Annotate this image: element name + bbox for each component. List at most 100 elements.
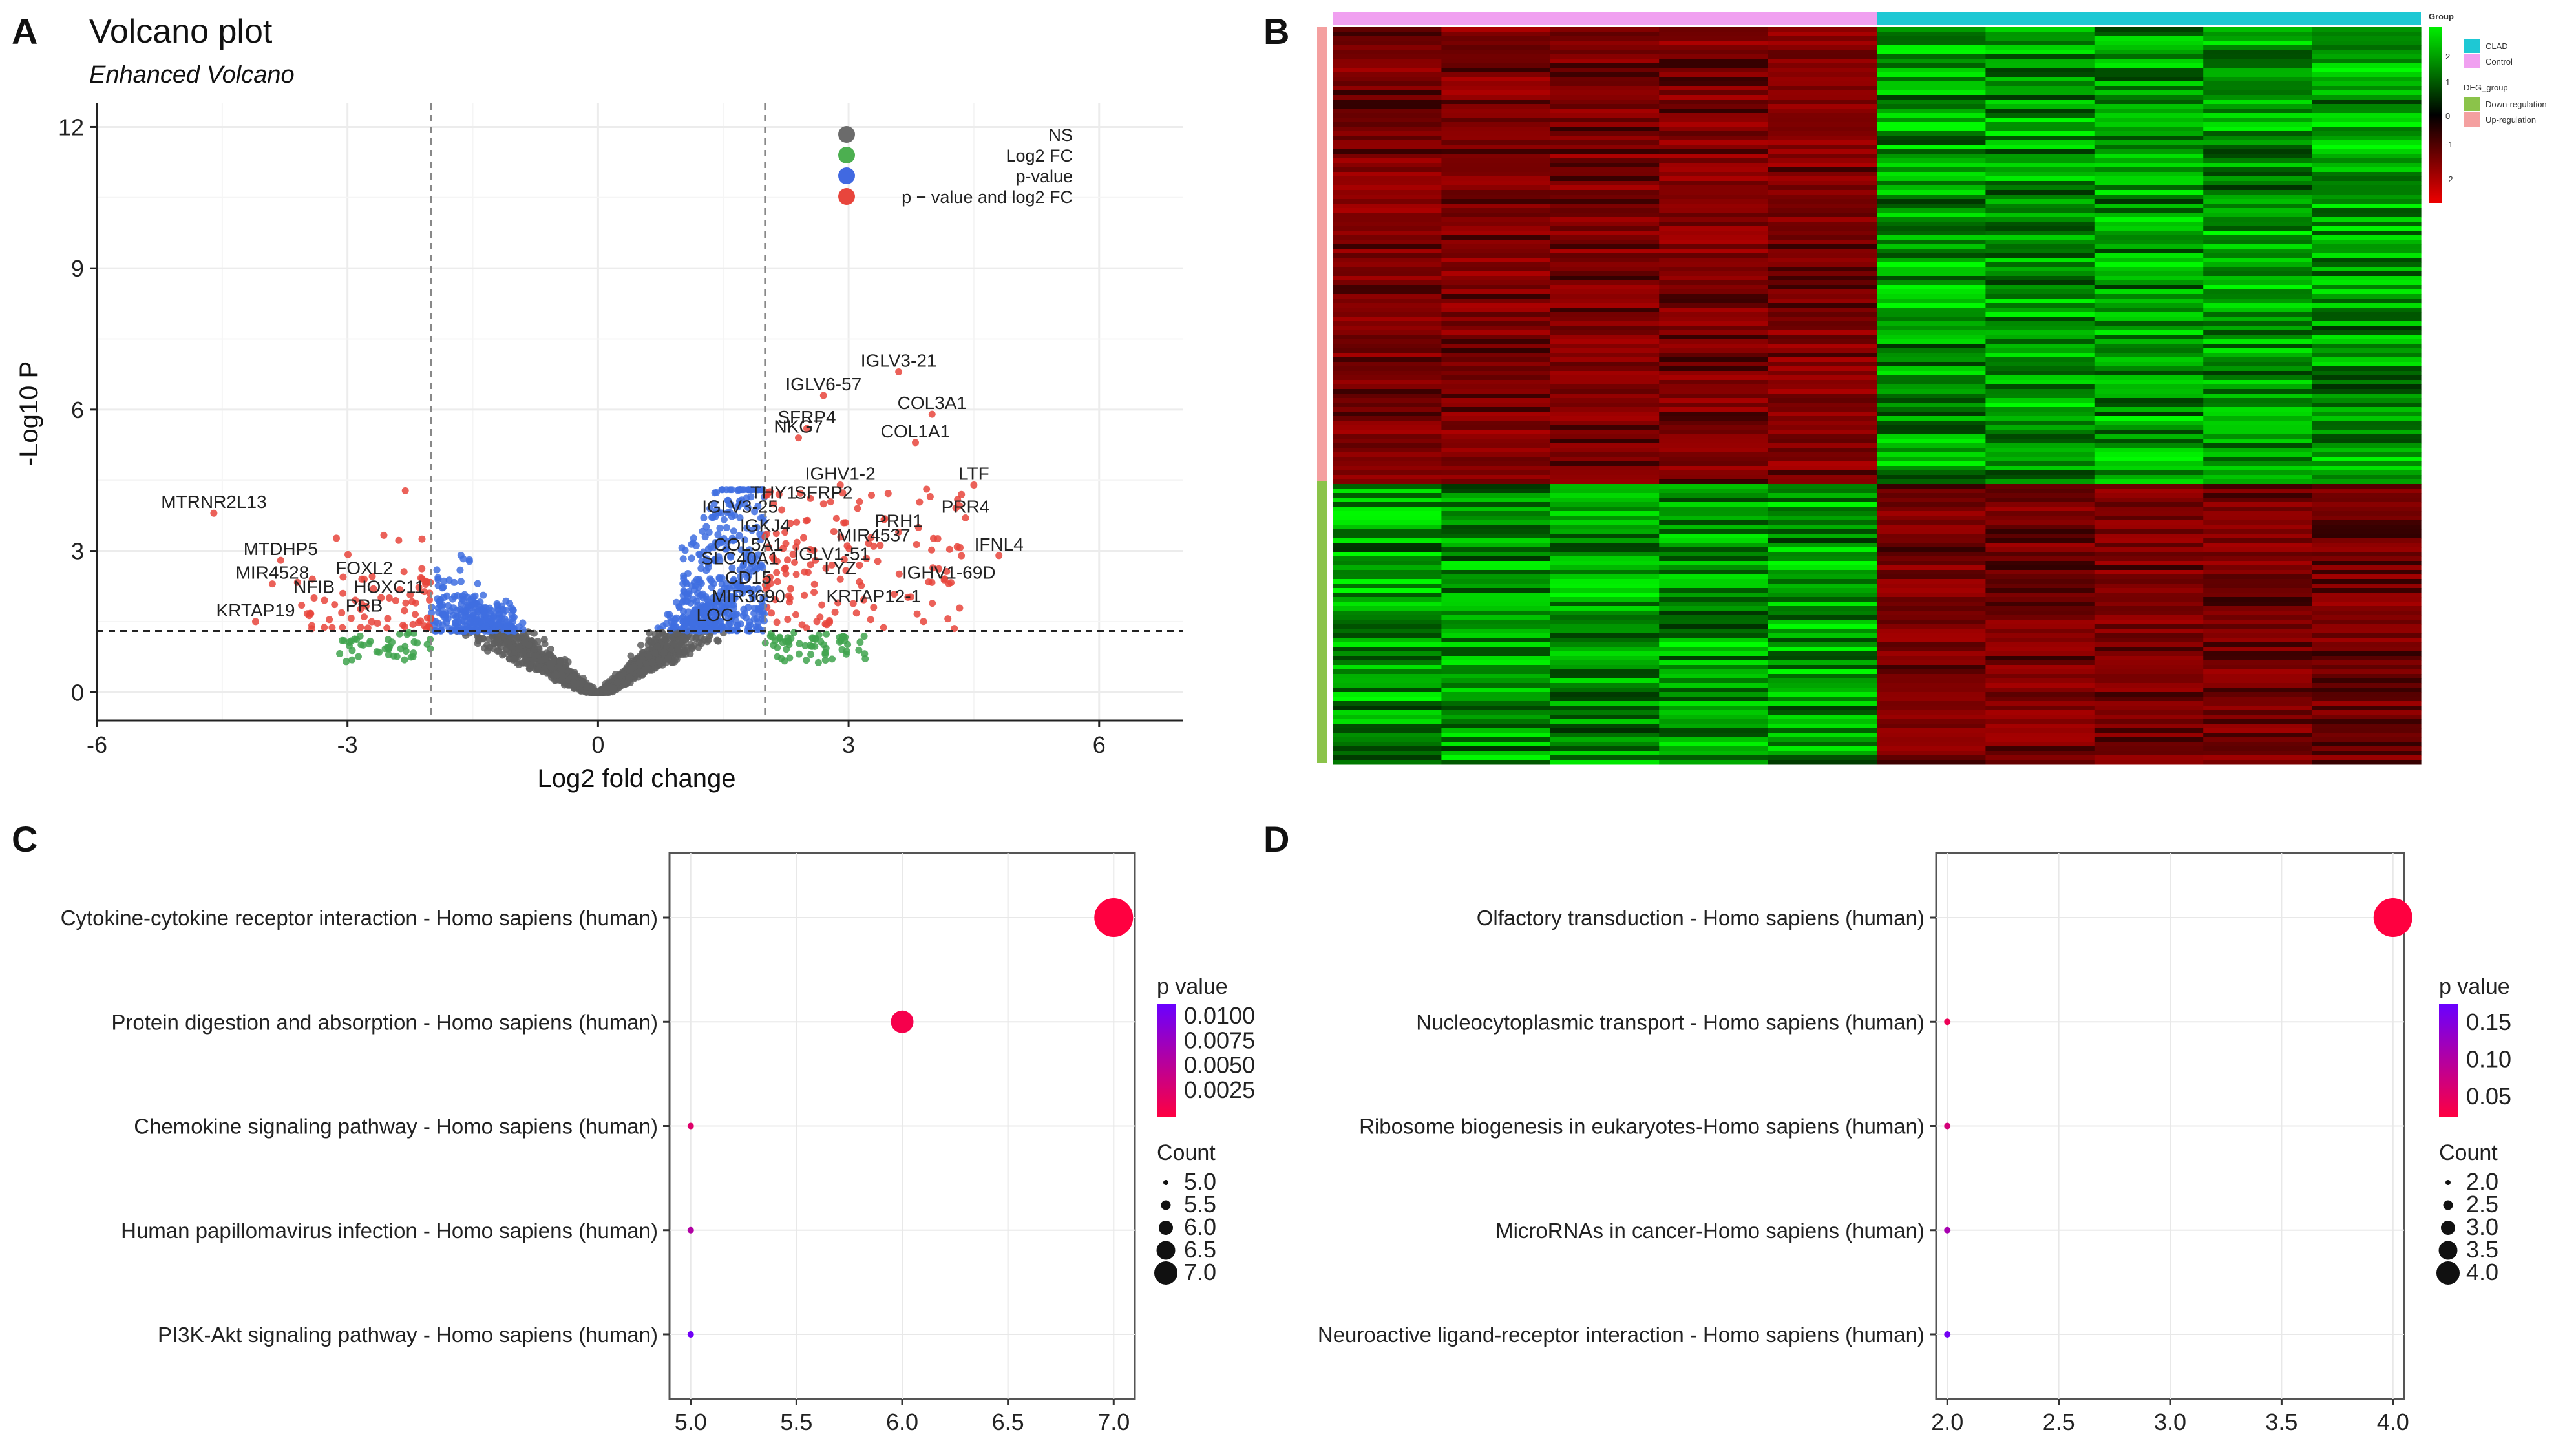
heatmap-cell xyxy=(1333,145,1442,150)
heatmap-cell xyxy=(1659,493,1769,498)
heatmap-cell xyxy=(1441,68,1551,73)
heatmap-cell xyxy=(2312,308,2422,313)
legend-label-ns: NS xyxy=(1048,125,1073,145)
heatmap-cell xyxy=(1333,737,1442,742)
heatmap-cell xyxy=(2203,611,2313,616)
heatmap-cell xyxy=(1985,574,2095,580)
volcano-point xyxy=(333,534,340,542)
heatmap-cell xyxy=(2203,32,2313,37)
heatmap-cell xyxy=(2203,615,2313,620)
heatmap-cell xyxy=(1659,109,1769,114)
heatmap-cell xyxy=(2312,100,2422,105)
heatmap-cell xyxy=(1768,330,1877,335)
heatmap-cell xyxy=(2094,498,2204,503)
heatmap-cell xyxy=(2203,109,2313,114)
heatmap-cell xyxy=(2312,556,2422,562)
volcano-point xyxy=(819,392,827,399)
heatmap-cell xyxy=(2094,719,2204,724)
heatmap-cell xyxy=(2312,479,2422,485)
heatmap-cell xyxy=(1985,742,2095,747)
panel-letter-a: A xyxy=(12,11,37,52)
heatmap-cell xyxy=(2094,398,2204,403)
heatmap-cell xyxy=(1768,285,1877,290)
heatmap-cell xyxy=(2203,719,2313,724)
heatmap-cell xyxy=(2312,647,2422,652)
heatmap-cell xyxy=(1550,452,1660,458)
heatmap-cell xyxy=(1659,439,1769,444)
heatmap-cell xyxy=(1985,520,2095,525)
heatmap-cell xyxy=(1985,593,2095,598)
heatmap-cell xyxy=(1441,113,1551,118)
heatmap-cell xyxy=(1441,72,1551,78)
heatmap-cell xyxy=(1550,190,1660,195)
volcano-point xyxy=(520,648,527,656)
volcano-point xyxy=(702,567,710,574)
heatmap-cell xyxy=(1985,407,2095,412)
heatmap-cell xyxy=(2094,68,2204,73)
heatmap-cell xyxy=(2312,244,2422,249)
heatmap-cell xyxy=(1550,624,1660,629)
heatmap-cell xyxy=(1441,489,1551,494)
volcano-subtitle: Enhanced Volcano xyxy=(89,61,295,89)
heatmap-cell xyxy=(1768,339,1877,344)
heatmap-cell xyxy=(1659,185,1769,191)
volcano-point xyxy=(339,636,346,644)
volcano-point xyxy=(583,683,591,691)
heatmap-cell xyxy=(1659,72,1769,78)
volcano-point xyxy=(392,597,399,604)
heatmap-cell xyxy=(1768,561,1877,566)
heatmap-cell xyxy=(1441,683,1551,688)
heatmap-cell xyxy=(1333,104,1442,109)
heatmap-cell xyxy=(2203,520,2313,525)
heatmap-cell xyxy=(2312,701,2422,706)
volcano-point xyxy=(790,629,798,636)
heatmap-cell xyxy=(1877,638,1986,643)
heatmap-cell xyxy=(1550,611,1660,616)
heatmap-cell xyxy=(1333,498,1442,503)
heatmap-cell xyxy=(1333,556,1442,562)
heatmap-cell xyxy=(2312,746,2422,752)
heatmap-cell xyxy=(1441,140,1551,145)
heatmap-cell xyxy=(1985,380,2095,385)
heatmap-cell xyxy=(2094,303,2204,308)
heatmap-cell xyxy=(1333,493,1442,498)
heatmap-cell xyxy=(1659,348,1769,353)
volcano-point xyxy=(711,605,719,613)
heatmap-cell xyxy=(2312,755,2422,761)
volcano-point xyxy=(328,624,336,631)
volcano-point xyxy=(737,573,744,580)
heatmap-cell xyxy=(1333,249,1442,254)
kegg-down-dot xyxy=(1944,1122,1951,1130)
volcano-point xyxy=(456,566,464,574)
volcano-gene-label: IGLV6-57 xyxy=(785,374,861,394)
volcano-gene-label: COL5A1 xyxy=(713,534,783,554)
heatmap-cell xyxy=(1333,624,1442,629)
volcano-point xyxy=(671,654,679,662)
heatmap-cell xyxy=(1550,258,1660,263)
heatmap-cell xyxy=(1550,86,1660,91)
heatmap-cell xyxy=(1550,109,1660,114)
heatmap-cell xyxy=(1985,412,2095,417)
volcano-point xyxy=(321,624,328,631)
heatmap-cell xyxy=(2203,701,2313,706)
heatmap-cell xyxy=(1768,534,1877,539)
heatmap-cell xyxy=(1659,624,1769,629)
heatmap-cell xyxy=(2312,27,2422,32)
volcano-point xyxy=(823,630,830,638)
heatmap-legend-down-swatch xyxy=(2464,97,2480,111)
heatmap-cell xyxy=(2094,602,2204,607)
heatmap-cell xyxy=(1985,357,2095,363)
heatmap-cell xyxy=(1877,389,1986,394)
heatmap-cell xyxy=(1550,466,1660,471)
heatmap-cell xyxy=(1441,552,1551,557)
volcano-x-tick-label: 3 xyxy=(842,731,855,758)
heatmap-cell xyxy=(2203,244,2313,249)
volcano-point xyxy=(804,516,811,524)
volcano-gene-label: PRR4 xyxy=(942,497,990,517)
heatmap-cell xyxy=(1877,213,1986,218)
heatmap-cell xyxy=(2312,154,2422,159)
heatmap-cell xyxy=(2094,407,2204,412)
volcano-point xyxy=(708,514,716,521)
heatmap-cell xyxy=(2203,733,2313,738)
volcano-point xyxy=(306,609,314,617)
